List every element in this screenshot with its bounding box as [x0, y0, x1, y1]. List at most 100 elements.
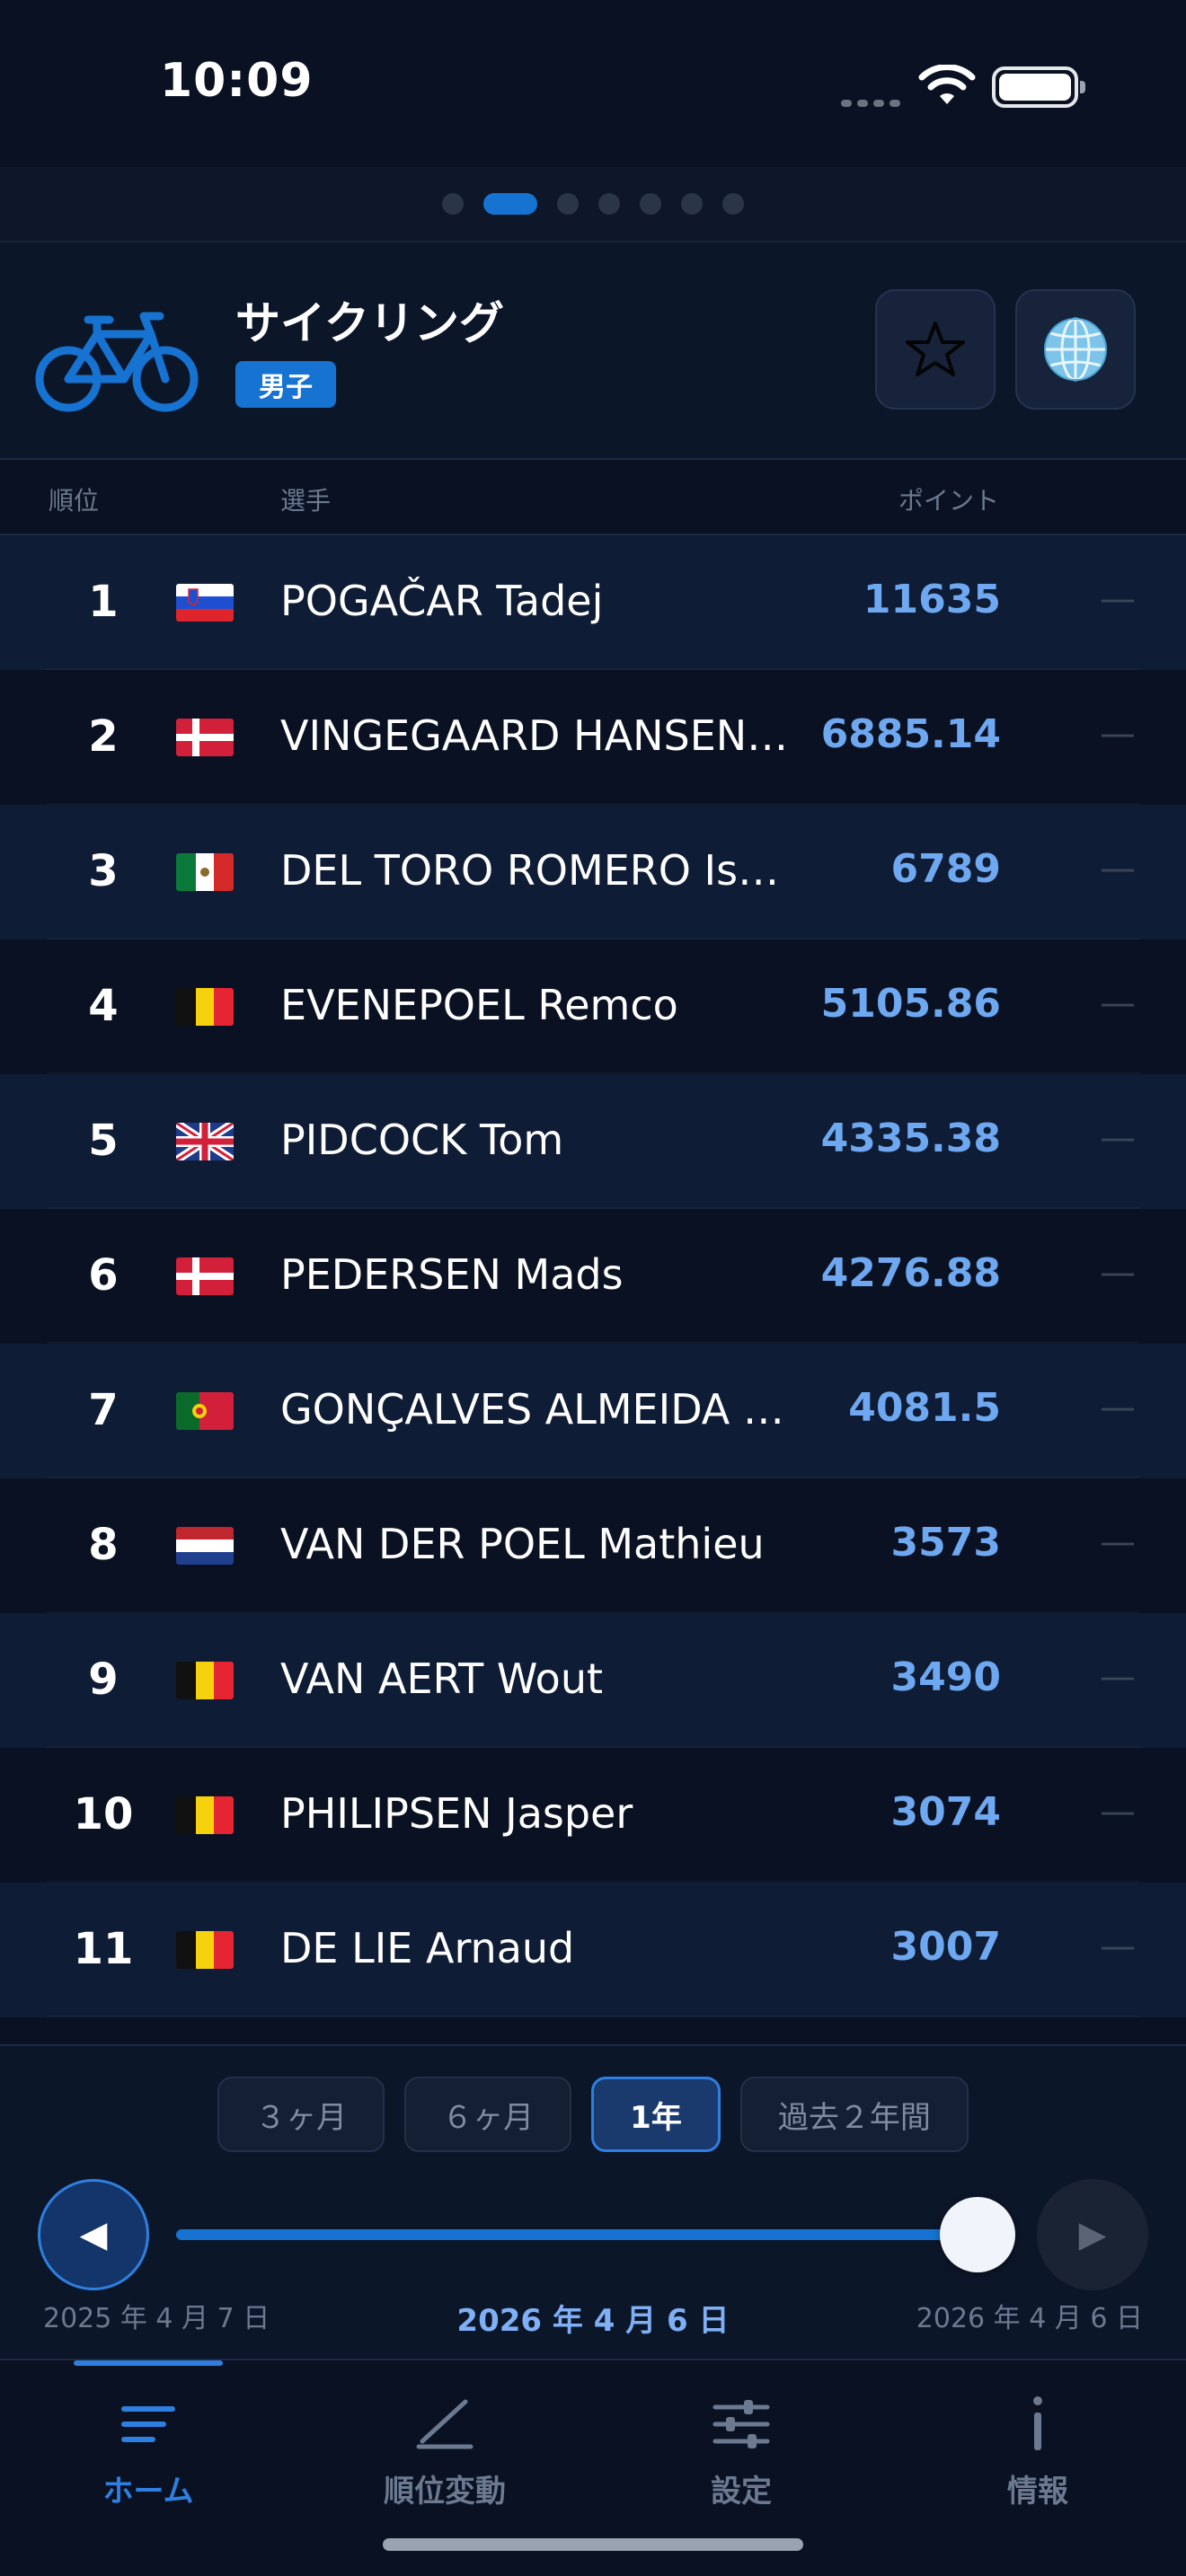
tab-info-label: 情報	[1007, 2474, 1068, 2510]
date-slider-thumb[interactable]	[940, 2197, 1015, 2272]
athlete-points: 3007	[890, 1924, 1001, 1970]
page-dot[interactable]	[598, 193, 620, 215]
tab-info[interactable]: 情報	[890, 2393, 1186, 2510]
athlete-points: 3573	[890, 1520, 1001, 1566]
column-header-athlete: 選手	[280, 486, 332, 516]
tab-settings[interactable]: 設定	[593, 2393, 890, 2510]
page-indicator[interactable]	[0, 167, 1186, 241]
athlete-points: 6885.14	[820, 711, 1001, 757]
period-1-year-button[interactable]: 1年	[591, 2077, 721, 2152]
period-3-months-button[interactable]: ３ヶ月	[217, 2077, 385, 2152]
favorite-button[interactable]	[875, 289, 996, 410]
athlete-points: 4081.5	[848, 1385, 1001, 1431]
ranking-row[interactable]: 2 VINGEGAARD HANSEN Jonas 6885.14 —	[0, 670, 1186, 805]
rank-number: 11	[73, 1924, 134, 1974]
athlete-points: 4335.38	[820, 1116, 1001, 1161]
athlete-points: 3490	[890, 1654, 1001, 1700]
rank-change: —	[1100, 713, 1136, 754]
sport-title: サイクリング	[235, 297, 504, 349]
ranking-row[interactable]: 3 DEL TORO ROMERO Isaac 6789 —	[0, 805, 1186, 940]
rank-change: —	[1100, 1791, 1136, 1832]
rank-change: —	[1100, 983, 1136, 1024]
ranking-row[interactable]: 11 DE LIE Arnaud 3007 —	[0, 1883, 1186, 2017]
flag-denmark-icon	[176, 1257, 234, 1295]
range-end-date: 2026 年 4 月 6 日	[916, 2303, 1143, 2334]
selected-date: 2026 年 4 月 6 日	[456, 2303, 730, 2339]
rank-number: 10	[73, 1789, 134, 1839]
rank-number: 2	[88, 711, 119, 762]
ranking-row[interactable]: 6 PEDERSEN Mads 4276.88 —	[0, 1209, 1186, 1344]
page-dot[interactable]	[722, 193, 744, 215]
column-header-rank: 順位	[49, 486, 100, 516]
next-date-button[interactable]: ▶	[1037, 2179, 1148, 2290]
flag-denmark-icon	[176, 719, 234, 756]
rank-change: —	[1100, 1926, 1136, 1967]
globe-icon	[1044, 317, 1107, 382]
ranking-row[interactable]: 10 PHILIPSEN Jasper 3074 —	[0, 1748, 1186, 1883]
range-start-date: 2025 年 4 月 7 日	[43, 2303, 270, 2334]
page-dot[interactable]	[640, 193, 661, 215]
athlete-name: GONÇALVES ALMEIDA João	[280, 1385, 792, 1434]
page-dot-active[interactable]	[483, 193, 537, 215]
athlete-name: VINGEGAARD HANSEN Jonas	[280, 711, 792, 760]
rank-number: 3	[88, 846, 119, 896]
rank-number: 6	[88, 1250, 119, 1301]
ranking-row[interactable]: 7 GONÇALVES ALMEIDA João 4081.5 —	[0, 1344, 1186, 1478]
battery-icon	[992, 66, 1085, 108]
rank-change: —	[1100, 1387, 1136, 1428]
rank-change: —	[1100, 848, 1136, 889]
flag-slovenia-icon	[176, 584, 234, 622]
athlete-name: VAN AERT Wout	[280, 1654, 604, 1703]
period-6-months-button[interactable]: ６ヶ月	[404, 2077, 572, 2152]
triangle-right-icon: ▶	[1078, 2214, 1107, 2255]
athlete-name: EVENEPOEL Remco	[280, 981, 678, 1029]
athlete-points: 4276.88	[820, 1250, 1001, 1296]
sport-header: サイクリング 男子	[0, 241, 1186, 460]
athlete-name: DE LIE Arnaud	[280, 1924, 575, 1972]
tab-home[interactable]: ホーム	[0, 2393, 296, 2510]
rank-change: —	[1100, 1522, 1136, 1563]
ranking-row[interactable]: 4 EVENEPOEL Remco 5105.86 —	[0, 940, 1186, 1074]
previous-date-button[interactable]: ◀	[38, 2179, 149, 2290]
rank-change: —	[1100, 1656, 1136, 1698]
athlete-name: PIDCOCK Tom	[280, 1116, 564, 1164]
bicycle-icon	[35, 312, 199, 412]
rank-number: 9	[88, 1654, 119, 1705]
tab-settings-label: 設定	[711, 2474, 772, 2510]
status-bar: 10:09	[0, 0, 1186, 167]
wifi-icon	[918, 65, 976, 104]
gender-badge: 男子	[235, 361, 336, 408]
date-slider-track[interactable]	[176, 2229, 990, 2240]
flag-belgium-icon	[176, 988, 234, 1026]
rank-change: —	[1100, 578, 1136, 620]
ranking-row[interactable]: 5 PIDCOCK Tom 4335.38 —	[0, 1074, 1186, 1209]
period-2-years-button[interactable]: 過去２年間	[739, 2077, 969, 2152]
athlete-points: 11635	[863, 577, 1001, 622]
flag-netherlands-icon	[176, 1527, 234, 1565]
region-button[interactable]	[1015, 289, 1136, 410]
ranking-row[interactable]: 1 POGAČAR Tadej 11635 —	[0, 535, 1186, 670]
athlete-points: 5105.86	[820, 981, 1001, 1027]
athlete-name: PHILIPSEN Jasper	[280, 1789, 633, 1838]
page-dot[interactable]	[557, 193, 579, 215]
rank-number: 4	[88, 981, 119, 1031]
rank-number: 7	[88, 1385, 119, 1435]
rank-number: 8	[88, 1520, 119, 1570]
tab-rank-changes[interactable]: 順位変動	[296, 2393, 593, 2510]
rank-change: —	[1100, 1117, 1136, 1159]
rank-number: 5	[88, 1116, 119, 1166]
athlete-points: 6789	[890, 846, 1001, 892]
home-indicator[interactable]	[383, 2538, 803, 2551]
tab-rank-changes-label: 順位変動	[384, 2474, 506, 2510]
flag-belgium-icon	[176, 1796, 234, 1834]
athlete-name: POGAČAR Tadej	[280, 577, 604, 625]
flag-portugal-icon	[176, 1392, 234, 1430]
ranking-list[interactable]: 1 POGAČAR Tadej 11635 — 2 VINGEGAARD HAN…	[0, 535, 1186, 2017]
ranking-row[interactable]: 9 VAN AERT Wout 3490 —	[0, 1613, 1186, 1748]
column-header-points: ポイント	[898, 486, 999, 516]
athlete-points: 3074	[890, 1789, 1001, 1835]
ranking-row[interactable]: 8 VAN DER POEL Mathieu 3573 —	[0, 1478, 1186, 1613]
page-dot[interactable]	[442, 193, 464, 215]
page-dot[interactable]	[681, 193, 703, 215]
trend-line-icon	[416, 2399, 474, 2449]
